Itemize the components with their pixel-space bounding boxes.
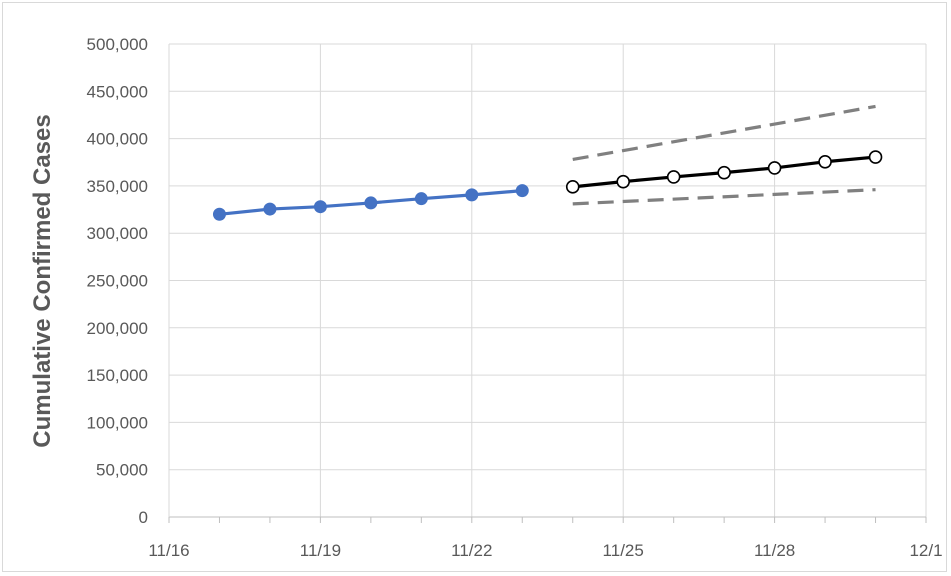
y-tick-labels: 0 50,000 100,000 150,000 200,000 250,000 300,0…: [87, 35, 148, 527]
x-tick-labels: 11/16 11/19 11/22 11/25 11/28 12/1: [148, 541, 942, 560]
data-point-observed: [414, 192, 428, 206]
data-point-forecast: [616, 174, 631, 189]
y-tick-label: 400,000: [87, 130, 148, 149]
series-line-lower-bound: [572, 188, 876, 206]
series-line-upper-bound: [572, 104, 876, 161]
y-tick-label: 300,000: [87, 224, 148, 243]
y-tick-label: 450,000: [87, 82, 148, 101]
data-point-observed: [465, 188, 479, 202]
y-tick-label: 200,000: [87, 319, 148, 338]
data-point-forecast: [767, 161, 782, 175]
series-group: [212, 104, 883, 221]
x-tick-label: 11/22: [451, 541, 492, 560]
y-tick-label: 100,000: [87, 413, 148, 432]
data-point-forecast: [565, 180, 580, 194]
y-axis-label: Cumulative Confirmed Cases: [29, 114, 56, 447]
data-point-forecast: [868, 150, 883, 164]
y-tick-label: 0: [139, 508, 148, 527]
x-tick-label: 11/19: [300, 541, 341, 560]
data-point-observed: [313, 200, 327, 214]
x-tick-label: 11/28: [754, 541, 795, 560]
data-point-observed: [515, 184, 529, 198]
y-tick-label: 500,000: [87, 35, 148, 54]
axes: [168, 44, 927, 523]
data-point-observed: [263, 202, 277, 216]
data-point-observed: [212, 207, 226, 221]
y-tick-label: 150,000: [87, 366, 148, 385]
gridlines: [168, 43, 927, 517]
data-point-forecast: [717, 165, 731, 180]
y-tick-label: 50,000: [96, 461, 148, 480]
data-point-forecast: [666, 170, 681, 184]
data-point-observed: [364, 196, 378, 210]
y-tick-label: 350,000: [87, 177, 148, 196]
data-point-forecast: [818, 154, 832, 169]
y-tick-label: 250,000: [87, 272, 148, 291]
x-tick-label: 12/1: [909, 541, 942, 560]
x-tick-label: 11/16: [148, 541, 189, 560]
x-tick-label: 11/25: [603, 541, 644, 560]
